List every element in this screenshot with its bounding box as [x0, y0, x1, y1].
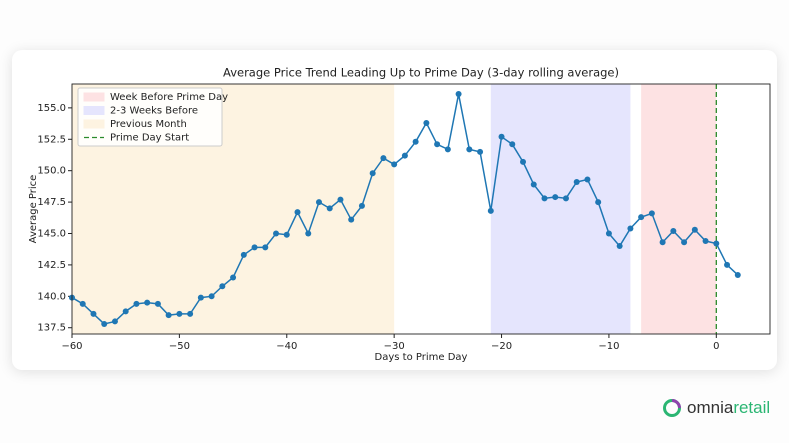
data-point: [305, 230, 312, 237]
data-point: [509, 141, 516, 148]
y-tick-label: 152.5: [37, 134, 66, 145]
data-point: [90, 310, 97, 317]
data-point: [573, 178, 580, 185]
data-point: [477, 148, 484, 155]
x-tick-label: −40: [276, 341, 297, 352]
data-point: [670, 227, 677, 234]
legend-swatch: [83, 119, 105, 129]
data-point: [197, 294, 204, 301]
data-point: [401, 152, 408, 159]
data-point: [605, 230, 612, 237]
legend-box: [77, 87, 223, 147]
data-point: [412, 138, 419, 145]
data-point: [562, 195, 569, 202]
y-tick-label: 142.5: [37, 260, 66, 271]
data-point: [552, 194, 559, 201]
data-point: [208, 293, 215, 300]
plot-frame: [71, 83, 771, 335]
data-point: [681, 239, 688, 246]
data-point: [648, 210, 655, 217]
legend-label: Previous Month: [110, 119, 187, 130]
y-tick-label: 150.0: [37, 166, 66, 177]
x-tick-label: −10: [598, 341, 619, 352]
data-point: [520, 158, 527, 165]
data-point: [273, 230, 280, 237]
y-tick-label: 147.5: [37, 197, 66, 208]
data-point: [455, 91, 462, 98]
x-tick-label: 0: [713, 341, 719, 352]
data-point: [713, 240, 720, 247]
data-point: [691, 226, 698, 233]
data-point: [326, 205, 333, 212]
data-point: [219, 283, 226, 290]
data-point: [391, 161, 398, 168]
chart-title: Average Price Trend Leading Up to Prime …: [223, 66, 619, 80]
y-tick-label: 155.0: [37, 103, 66, 114]
shaded-span: [641, 84, 717, 334]
data-point: [444, 146, 451, 153]
data-point: [369, 170, 376, 177]
data-point: [595, 199, 602, 206]
x-tick-label: −30: [384, 341, 405, 352]
y-axis-label: Average Price: [28, 175, 39, 244]
data-point: [262, 244, 269, 251]
data-point: [627, 225, 634, 232]
data-point: [165, 312, 172, 319]
data-point: [176, 310, 183, 317]
data-point: [337, 196, 344, 203]
data-point: [315, 199, 322, 206]
data-point: [466, 146, 473, 153]
data-point: [659, 239, 666, 246]
logo-text: omnia: [687, 398, 734, 417]
shaded-span: [490, 84, 631, 334]
data-point: [423, 119, 430, 126]
x-tick-label: −20: [491, 341, 512, 352]
data-point: [434, 141, 441, 148]
data-point: [144, 299, 151, 306]
data-point: [348, 216, 355, 223]
legend-label: Week Before Prime Day: [110, 92, 228, 103]
data-point: [616, 243, 623, 250]
legend-label: 2-3 Weeks Before: [110, 106, 198, 117]
logo-text: retail: [733, 398, 771, 417]
data-point: [79, 300, 86, 307]
data-point: [380, 155, 387, 162]
data-point: [638, 214, 645, 221]
data-point: [294, 209, 301, 216]
data-point: [251, 244, 258, 251]
data-point: [724, 261, 731, 268]
data-point: [541, 195, 548, 202]
y-tick-label: 140.0: [37, 291, 66, 302]
data-point: [240, 251, 247, 258]
data-point: [487, 207, 494, 214]
data-point: [101, 320, 108, 327]
x-axis-label: Days to Prime Day: [375, 352, 468, 363]
data-point: [133, 300, 140, 307]
logo-icon: [663, 399, 681, 417]
y-tick-label: 137.5: [37, 323, 66, 334]
data-point: [283, 231, 290, 238]
logo: omniaretail: [662, 398, 770, 418]
x-tick-label: −60: [61, 341, 82, 352]
data-point: [187, 310, 194, 317]
legend-swatch: [83, 106, 105, 115]
logo-ring-accent: [671, 399, 681, 409]
data-point: [122, 308, 129, 315]
data-point: [358, 202, 365, 209]
data-point: [734, 271, 741, 278]
data-point: [111, 318, 118, 325]
data-point: [154, 300, 161, 307]
x-tick-label: −50: [169, 341, 190, 352]
data-point: [530, 181, 537, 188]
y-tick-label: 145.0: [37, 228, 66, 239]
data-point: [584, 176, 591, 183]
legend-swatch: [83, 92, 105, 102]
legend-label: Prime Day Start: [110, 133, 189, 144]
data-point: [702, 238, 709, 245]
data-point: [498, 133, 505, 140]
data-point: [230, 274, 237, 281]
